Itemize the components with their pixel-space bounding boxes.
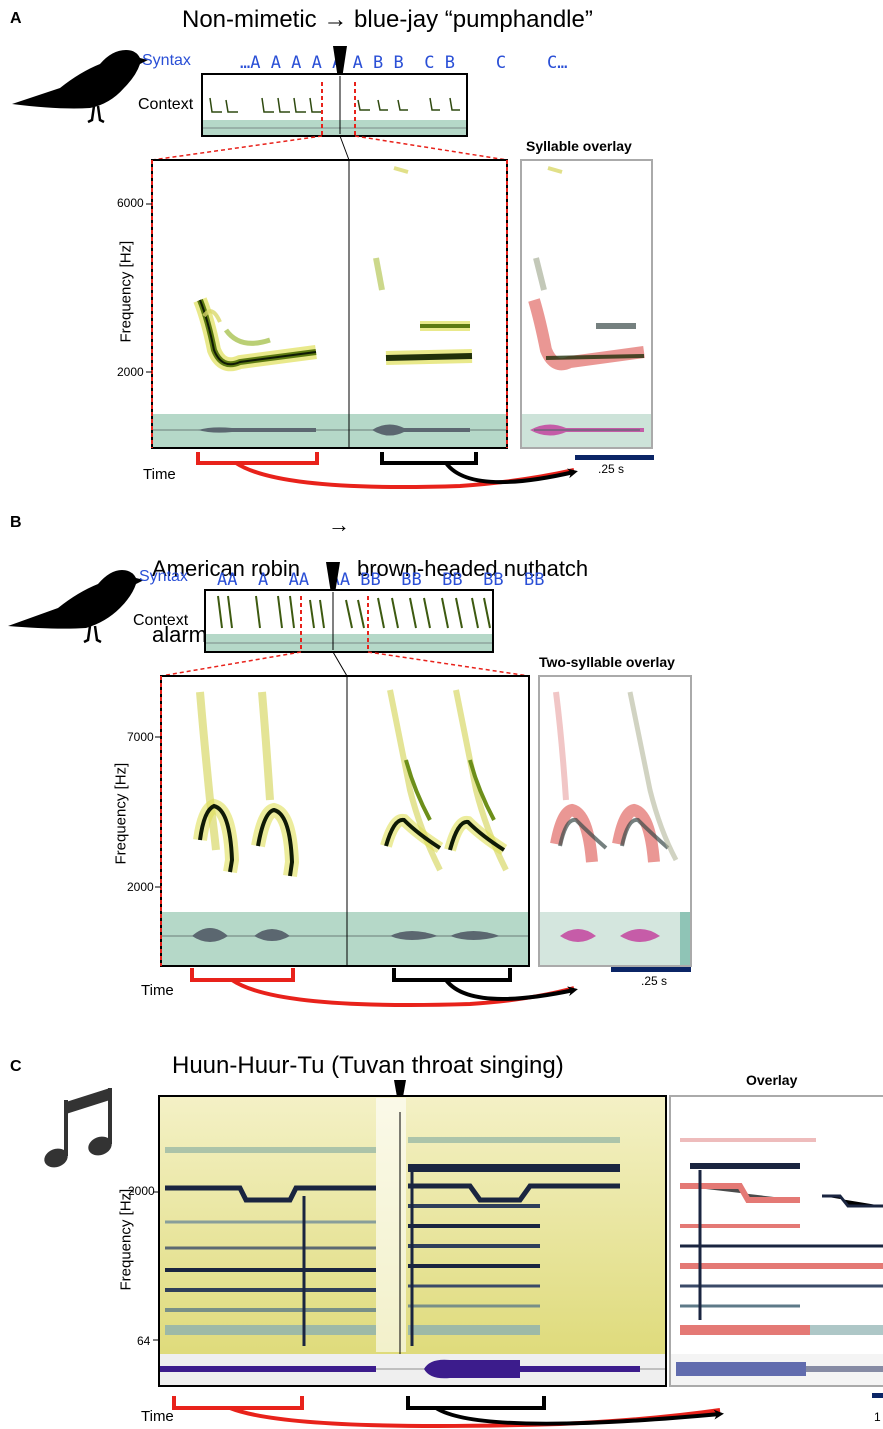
panel-b-context-thumbnail [204,589,494,653]
panel-a-brackets [196,452,578,490]
panel-label-c: C [10,1058,22,1075]
panel-a-time-label: Time [143,466,176,483]
panel-a-ytick-2000: 2000 [117,365,144,379]
panel-b-scale-label: .25 s [641,974,668,988]
panel-c-overlay-title: Overlay [746,1072,798,1088]
panel-b-syntax-label: Syntax [139,568,188,585]
panel-c-brackets [172,1396,724,1428]
panel-a-syntax-label: Syntax [142,52,191,69]
panel-b-brackets [190,968,578,1007]
panel-b-time-label: Time [141,982,174,999]
panel-c-ytick-2000: 2000 [128,1184,155,1198]
panel-b-syntax-letters: AA A AA AA BB BB BB BB BB [217,570,545,590]
panel-c-scale-bar [872,1393,883,1398]
panel-b-title-target-line1: brown-headed nuthatch [357,556,589,581]
panel-c-overlay-plot [669,1095,883,1387]
panel-a-context-label: Context [138,96,194,113]
panel-label-b: B [10,514,22,531]
panel-a-context-thumbnail [201,73,468,137]
panel-a-spectrogram [146,159,508,449]
panel-b-overlay-plot [538,675,692,967]
panel-b-context-label: Context [133,612,189,629]
panel-c-time-label: Time [141,1408,174,1425]
panel-b-ytick-7000: 7000 [127,730,154,744]
panel-b-overlay-title: Two-syllable overlay [539,654,675,670]
panel-c-title: Huun-Huur-Tu (Tuvan throat singing) [172,1052,564,1079]
panel-label-a: A [10,10,22,27]
panel-a-marker [333,46,347,92]
panel-a-scale-bar [575,455,654,460]
panel-b-title-source-line1: American robin [152,556,300,581]
panel-a-title-arrow: → [323,6,348,33]
panel-a-title-source: Non-mimetic [182,6,317,33]
panel-a-overlay-plot [520,159,653,449]
panel-b-scale-bar [611,967,691,972]
panel-b-spectrogram [155,675,530,967]
panel-c-ytick-64: 64 [137,1334,151,1348]
panel-c-spectrogram [153,1095,667,1387]
panel-a-scale-label: .25 s [598,462,625,476]
panel-a-syntax-letters: …A A A A A A B B C B C C… [240,53,568,73]
panel-a-title-target: blue-jay “pumphandle” [354,6,593,33]
panel-a-title: Non-mimetic → blue-jay “pumphandle” [182,6,593,34]
panel-a-overlay-title: Syllable overlay [526,138,632,154]
panel-c-scale-label: 1 [874,1410,881,1424]
panel-b-ytick-2000: 2000 [127,880,154,894]
panel-b-marker [326,562,340,606]
panel-b-title-arrow: → [328,512,350,537]
panel-a-ytick-6000: 6000 [117,196,144,210]
